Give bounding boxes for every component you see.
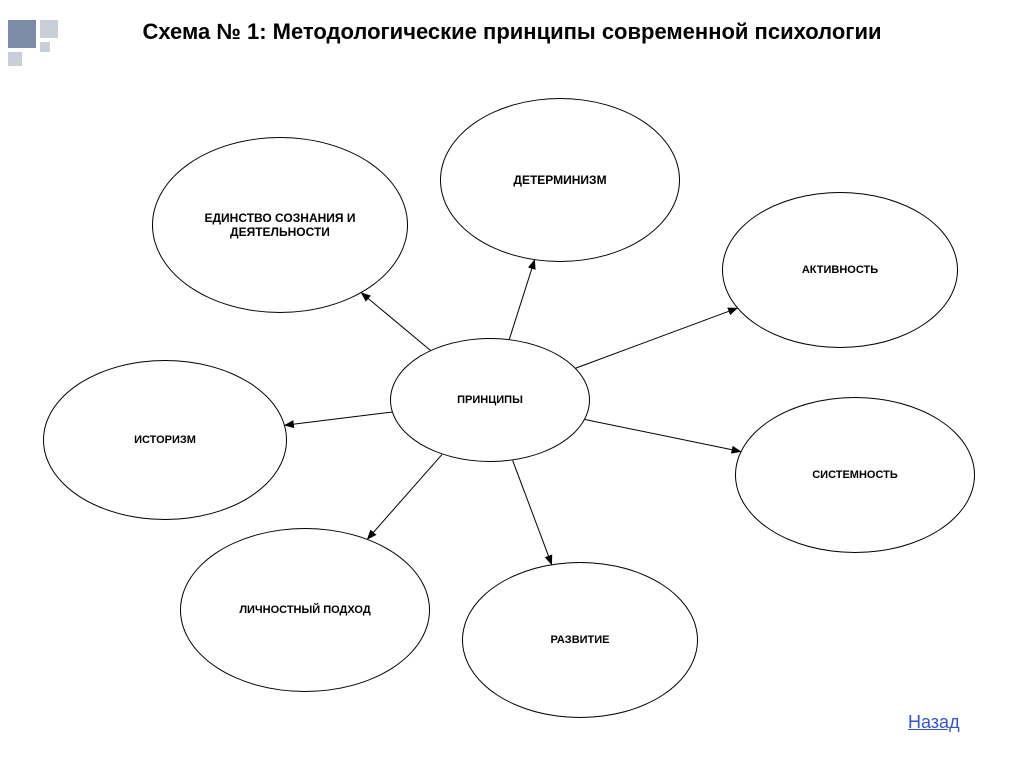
diagram-node-label: ЕДИНСТВО СОЗНАНИЯ И ДЕЯТЕЛЬНОСТИ: [159, 211, 401, 239]
diagram-node-develop: РАЗВИТИЕ: [462, 562, 698, 718]
diagram-node-system: СИСТЕМНОСТЬ: [735, 397, 975, 553]
diagram-node-person: ЛИЧНОСТНЫЙ ПОДХОД: [180, 528, 430, 692]
back-link[interactable]: Назад: [908, 712, 960, 733]
back-link-label: Назад: [908, 712, 960, 732]
diagram-edge: [576, 308, 737, 368]
diagram-edge: [361, 293, 430, 350]
diagram-node-label: ЛИЧНОСТНЫЙ ПОДХОД: [239, 604, 370, 616]
diagram-edge: [585, 420, 741, 452]
diagram-edge: [513, 460, 552, 564]
diagram-node-determ: ДЕТЕРМИНИЗМ: [440, 98, 680, 262]
diagram-node-histor: ИСТОРИЗМ: [43, 360, 287, 520]
diagram-node-label: СИСТЕМНОСТЬ: [812, 469, 898, 481]
diagram-node-unity: ЕДИНСТВО СОЗНАНИЯ И ДЕЯТЕЛЬНОСТИ: [152, 137, 408, 313]
diagram-edge: [509, 260, 534, 339]
diagram-node-center: ПРИНЦИПЫ: [390, 338, 590, 462]
diagram-edge: [368, 454, 443, 539]
diagram-node-label: ИСТОРИЗМ: [134, 434, 196, 446]
diagram-node-label: АКТИВНОСТЬ: [802, 264, 878, 276]
diagram-edge: [285, 412, 392, 425]
diagram-node-active: АКТИВНОСТЬ: [722, 192, 958, 348]
diagram-node-label: ДЕТЕРМИНИЗМ: [513, 173, 606, 187]
diagram-node-label: РАЗВИТИЕ: [550, 634, 609, 646]
diagram-node-label: ПРИНЦИПЫ: [457, 394, 523, 406]
diagram-canvas: ПРИНЦИПЫ ДЕТЕРМИНИЗМ ЕДИНСТВО СОЗНАНИЯ И Д…: [0, 0, 1024, 767]
